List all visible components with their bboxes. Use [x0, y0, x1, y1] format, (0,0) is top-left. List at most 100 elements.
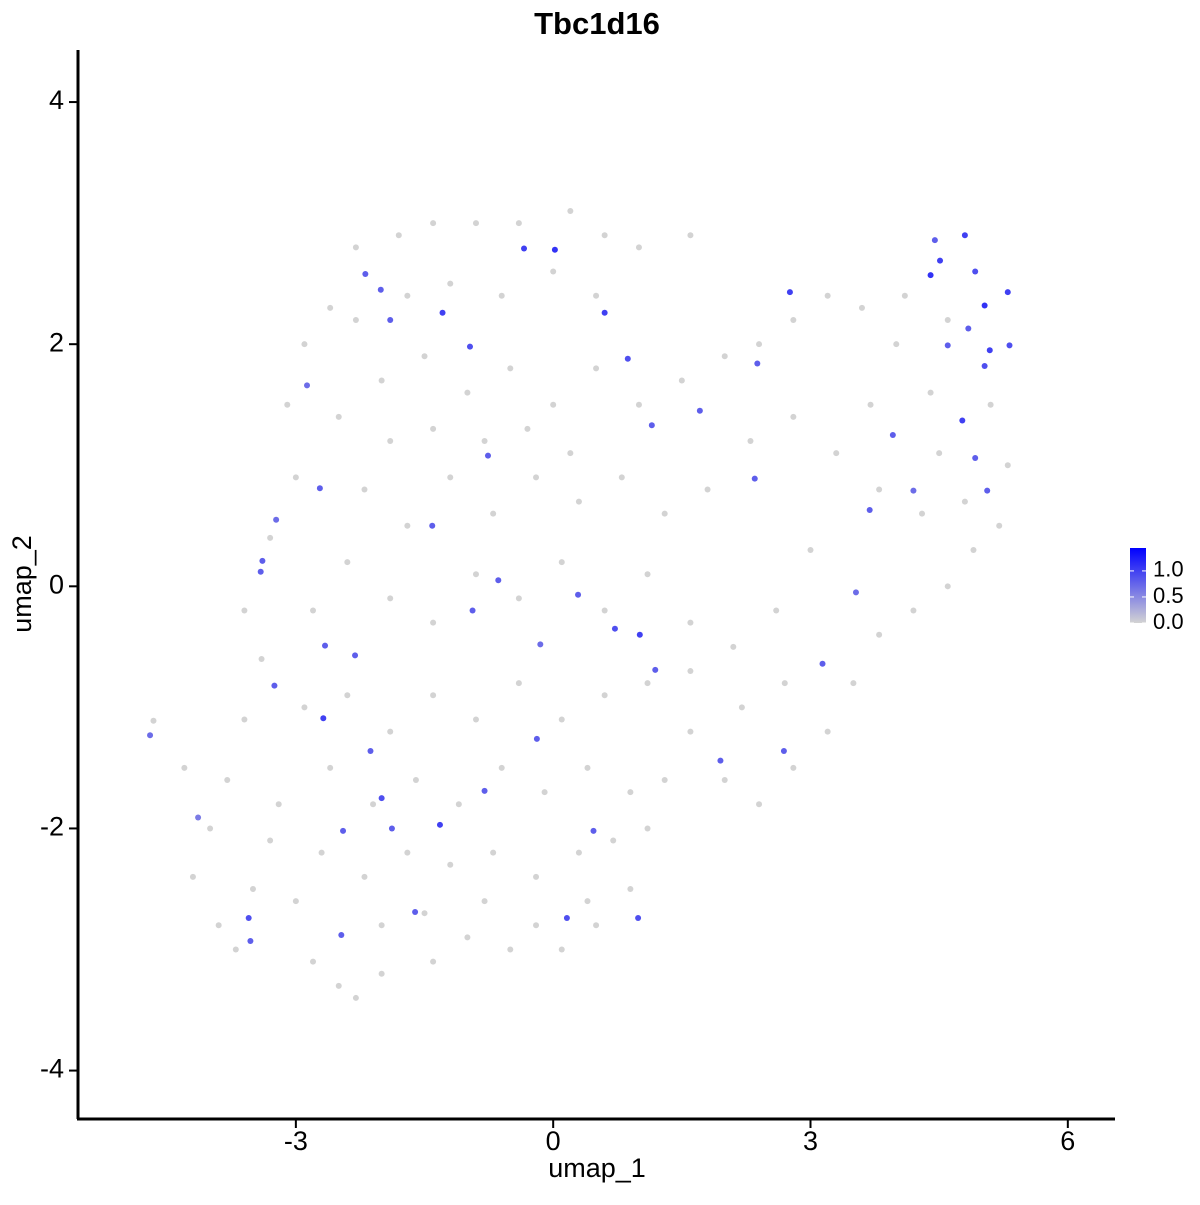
- point: [490, 510, 497, 517]
- point: [447, 861, 454, 868]
- point: [361, 873, 368, 880]
- point: [195, 814, 202, 821]
- point: [310, 958, 317, 965]
- point: [593, 292, 600, 299]
- x-tick-label: 3: [803, 1126, 818, 1156]
- point: [301, 704, 308, 711]
- point: [421, 910, 428, 917]
- point: [515, 680, 522, 687]
- y-tick-label: -4: [40, 1054, 64, 1084]
- point: [387, 728, 394, 735]
- point: [754, 360, 761, 367]
- point: [996, 522, 1003, 529]
- point: [430, 220, 437, 227]
- point: [481, 898, 488, 905]
- point: [464, 934, 471, 941]
- point: [567, 208, 574, 215]
- point: [936, 450, 943, 457]
- point: [781, 680, 788, 687]
- point: [575, 498, 582, 505]
- point: [858, 304, 865, 311]
- point: [575, 849, 582, 856]
- x-axis-title: umap_1: [548, 1153, 646, 1183]
- point: [876, 486, 883, 493]
- point: [773, 607, 780, 614]
- point: [249, 885, 256, 892]
- point: [537, 641, 544, 648]
- x-tick-label: 0: [546, 1126, 561, 1156]
- point: [292, 474, 299, 481]
- point: [472, 220, 479, 227]
- point: [910, 487, 917, 494]
- point: [790, 764, 797, 771]
- point: [464, 389, 471, 396]
- point: [944, 342, 951, 349]
- point: [981, 362, 988, 369]
- point: [866, 507, 873, 514]
- point: [439, 309, 446, 316]
- point: [524, 425, 531, 432]
- point: [257, 568, 264, 575]
- point: [780, 747, 787, 754]
- point: [644, 825, 651, 832]
- chart-title: Tbc1d16: [534, 6, 660, 41]
- point: [284, 401, 291, 408]
- point: [292, 898, 299, 905]
- point: [273, 516, 280, 523]
- point: [931, 237, 938, 244]
- point: [436, 821, 443, 828]
- point: [652, 666, 659, 673]
- point: [498, 292, 505, 299]
- point: [972, 454, 979, 461]
- point: [944, 316, 951, 323]
- point: [981, 302, 988, 309]
- point: [335, 982, 342, 989]
- point: [635, 244, 642, 251]
- point: [387, 438, 394, 445]
- y-tick-label: 0: [49, 569, 64, 599]
- point: [1004, 289, 1011, 296]
- point: [717, 757, 724, 764]
- point: [320, 715, 327, 722]
- point: [721, 353, 728, 360]
- point: [304, 382, 311, 389]
- point: [481, 787, 488, 794]
- point: [563, 915, 570, 922]
- point: [624, 355, 631, 362]
- point: [507, 946, 514, 953]
- point: [421, 353, 428, 360]
- point: [484, 452, 491, 459]
- point: [618, 474, 625, 481]
- point: [412, 777, 419, 784]
- point: [927, 389, 934, 396]
- point: [387, 595, 394, 602]
- point: [910, 607, 917, 614]
- point: [404, 849, 411, 856]
- point: [533, 922, 540, 929]
- point: [987, 401, 994, 408]
- point: [189, 873, 196, 880]
- point: [627, 789, 634, 796]
- point: [889, 431, 896, 438]
- colorbar-label: 0.0: [1153, 609, 1184, 634]
- point: [867, 401, 874, 408]
- point: [824, 292, 831, 299]
- point: [533, 873, 540, 880]
- point: [271, 682, 278, 689]
- point: [696, 407, 703, 414]
- point: [150, 717, 157, 724]
- point: [207, 825, 214, 832]
- point: [362, 270, 369, 277]
- point: [944, 583, 951, 590]
- point: [490, 849, 497, 856]
- points: [147, 208, 1013, 1001]
- point: [370, 801, 377, 808]
- point: [340, 827, 347, 834]
- x-tick-label: -3: [284, 1126, 308, 1156]
- point: [267, 534, 274, 541]
- point: [636, 631, 643, 638]
- point: [507, 365, 514, 372]
- point: [850, 680, 857, 687]
- x-tick-label: 6: [1060, 1126, 1075, 1156]
